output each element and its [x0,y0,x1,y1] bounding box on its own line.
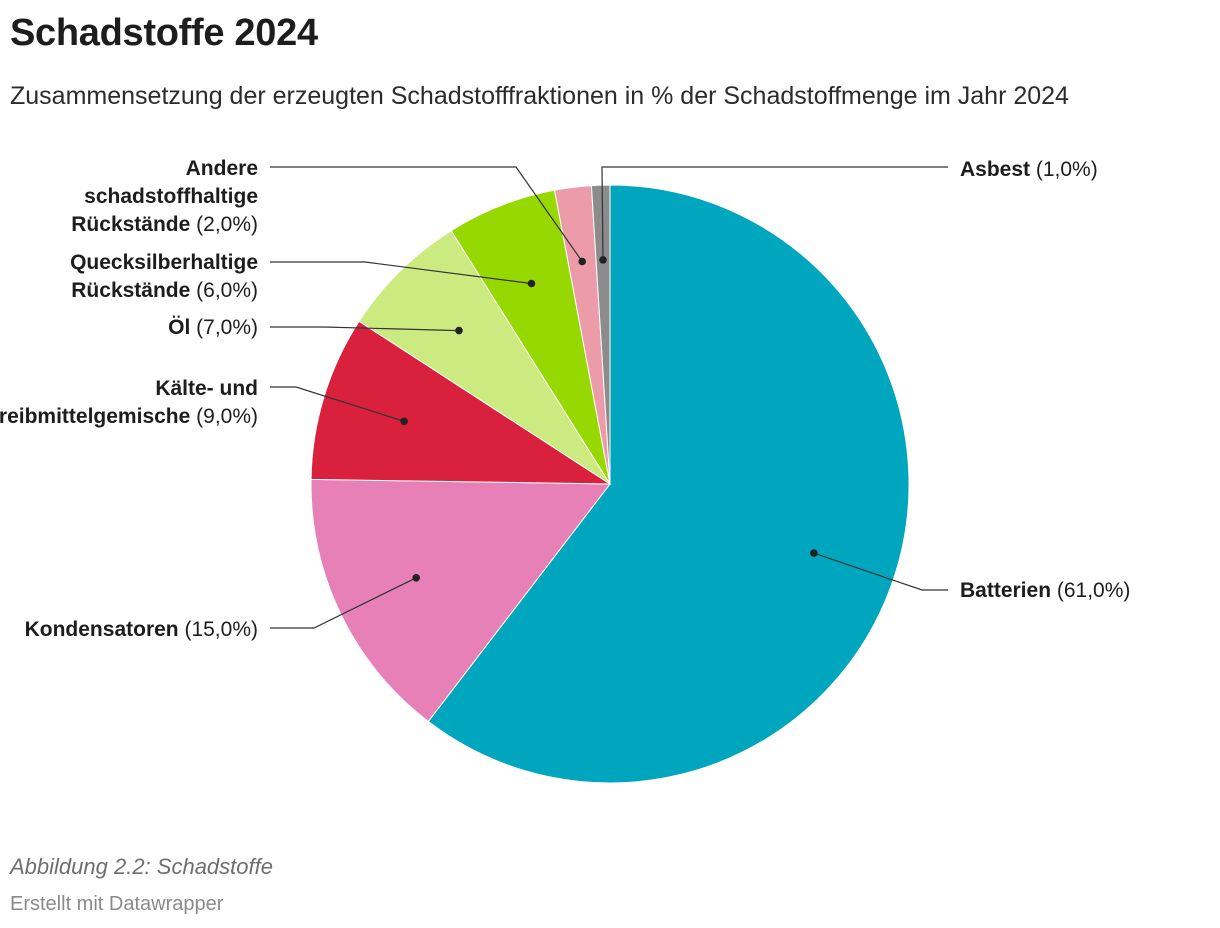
slice-label-name: Öl [168,316,190,339]
slice-label: Andere schadstoffhaltige Rückstände (2,0%) [71,157,258,236]
leader-line [270,386,405,422]
leader-line [813,552,948,591]
slice-labels: Batterien (61,0%) Kondensatoren (15,0%) Kä… [0,157,1130,641]
slice-label: Quecksilberhaltige Rückstände (6,0%) [70,251,258,302]
slice-label-value: (9,0%) [190,405,258,428]
slice-label: Asbest (1,0%) [960,158,1098,181]
slice-label-value: (15,0%) [179,618,258,641]
pie-slice [358,229,611,485]
chart-subtitle: Zusammensetzung der erzeugten Schadstoff… [10,82,1069,110]
leader-line [270,326,460,332]
slice-label: Batterien (61,0%) [960,579,1130,602]
leader-line [270,577,417,629]
leader-dot [810,549,818,557]
slice-label: Öl (7,0%) [168,316,258,339]
pie-slices [310,184,910,784]
slice-label-name: Kälte- und [155,377,258,400]
leader-dot [578,257,586,266]
leader-line [270,166,583,262]
leader-lines [270,166,948,629]
chart-title: Schadstoffe 2024 [10,12,318,54]
slice-label-name: Batterien [960,579,1051,602]
slice-label-value: (1,0%) [1030,158,1098,181]
leader-dot [527,279,536,288]
slice-label-value: (7,0%) [190,316,258,339]
slice-label-value: (61,0%) [1051,579,1130,602]
slice-label-name: schadstoffhaltige [84,185,258,208]
leader-dot [400,417,408,426]
slice-label-name: Rückstände [71,279,190,302]
pie-chart: Batterien (61,0%) Kondensatoren (15,0%) Kä… [0,157,1130,784]
slice-label-name: Treibmittelgemische [0,405,190,428]
leader-dot [599,256,607,264]
leader-dot [412,574,421,582]
slice-label: Kondensatoren (15,0%) [25,618,258,641]
slice-label-value: (6,0%) [190,279,258,302]
slice-label-value: (2,0%) [190,213,258,236]
slice-label-name: Kondensatoren [25,618,179,641]
slice-label-name: Andere [186,157,258,180]
slice-label-name: Rückstände [71,213,190,236]
figure-caption: Abbildung 2.2: Schadstoffe [10,854,273,879]
pie-slice [310,320,612,485]
slice-label: Kälte- und Treibmittelgemische (9,0%) [0,377,258,428]
slice-label-name: Asbest [960,158,1030,181]
leader-line [601,166,948,260]
leader-line [270,261,532,285]
slice-label-name: Quecksilberhaltige [70,251,258,274]
source-credit: Erstellt mit Datawrapper [10,893,224,915]
leader-dot [455,326,463,335]
